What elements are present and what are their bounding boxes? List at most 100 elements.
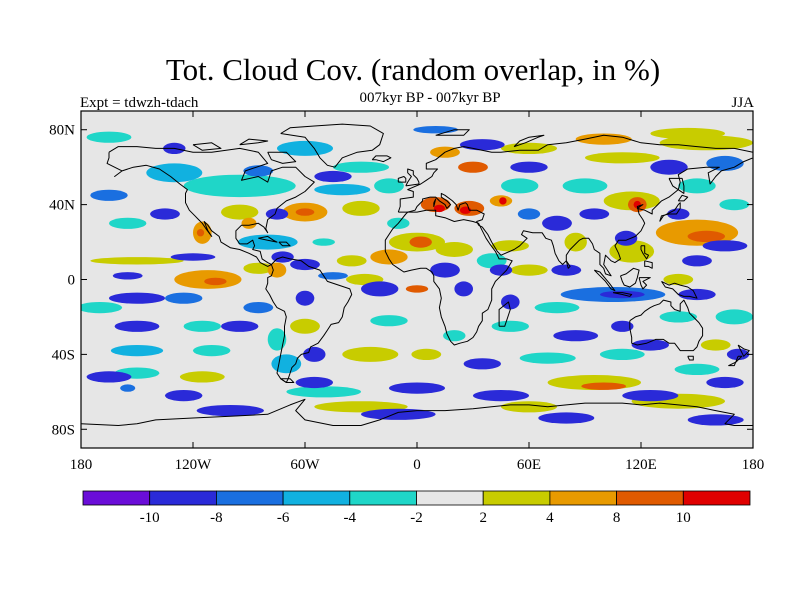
cloud-anomaly-region [409, 236, 432, 248]
cloud-anomaly-region [286, 386, 362, 398]
cloud-anomaly-region [165, 292, 203, 304]
cloud-anomaly-region [318, 272, 348, 280]
cloud-anomaly-region [682, 255, 712, 267]
coastline [498, 301, 511, 327]
cloud-anomaly-region [700, 339, 731, 351]
cloud-anomaly-region [295, 290, 315, 306]
cloud-anomaly-region [581, 382, 627, 390]
cloud-anomaly-region [534, 302, 580, 314]
coastline [565, 260, 571, 269]
coastline [737, 344, 750, 357]
cloud-anomaly-region [112, 272, 143, 280]
cloud-anomaly-region [579, 208, 610, 220]
cloud-anomaly-region [622, 390, 679, 402]
lon-tick-label: 180 [70, 457, 93, 473]
cloud-anomaly-region [551, 264, 582, 276]
cloud-anomaly-region [519, 352, 576, 364]
cloud-anomaly-region [342, 200, 380, 216]
coastline [280, 378, 295, 383]
cloud-anomaly-region [221, 320, 259, 332]
cloud-anomaly-region [553, 330, 599, 342]
cloud-anomaly-region [687, 414, 744, 426]
colorbar-label: -10 [140, 510, 160, 526]
colorbar-swatch [349, 490, 417, 506]
coastline [81, 398, 753, 426]
coastline-layer [81, 123, 753, 426]
lon-tick-label: 120W [175, 457, 213, 473]
colorbar-swatch [616, 490, 684, 506]
lon-tick-label: 120E [625, 457, 657, 473]
cloud-anomaly-region [295, 208, 315, 216]
experiment-label: Expt = tdwzh-tdach [80, 95, 199, 111]
coastline [620, 267, 640, 288]
lat-tick-label: 40S [52, 347, 75, 363]
chart-subtitle: 007kyr BP - 007kyr BP [359, 90, 501, 106]
coastline [659, 202, 681, 222]
coastline [397, 176, 407, 183]
colorbar-label: 10 [676, 510, 691, 526]
colorbar-label: -4 [344, 510, 357, 526]
cloud-anomaly-region [599, 348, 645, 360]
cloud-anomaly-region [411, 348, 442, 360]
colorbar-swatch [282, 490, 351, 506]
cloud-anomaly-region [650, 159, 688, 175]
cloud-anomaly-region [146, 163, 203, 183]
colorbar-label: 2 [479, 510, 487, 526]
cloud-anomaly-region [674, 363, 720, 375]
coastline [106, 146, 315, 267]
cloud-anomaly-region [678, 178, 716, 194]
cloud-anomaly-region [277, 140, 333, 156]
cloud-anomaly-region [389, 382, 445, 394]
cloud-anomaly-region [405, 285, 429, 293]
cloud-anomaly-region [715, 309, 753, 325]
cloud-anomaly-region [499, 197, 507, 205]
cloud-anomaly-region [435, 242, 473, 257]
cloud-anomaly-region [663, 273, 694, 286]
cloud-anomaly-region [706, 376, 744, 389]
colorbar-swatch [149, 490, 217, 506]
cloud-anomaly-region [221, 204, 259, 220]
cloud-anomaly-region [361, 281, 399, 297]
cloud-anomaly-region [706, 155, 744, 171]
cloud-anomaly-region [501, 401, 557, 413]
cloud-anomaly-region [562, 178, 608, 194]
cloud-anomaly-region [491, 240, 529, 252]
colorbar: -10 -8 -6 -4 -2 2 4 8 10 [82, 490, 751, 526]
coastline [267, 151, 297, 164]
cloud-anomaly-region [150, 208, 180, 220]
cloud-anomaly-region [243, 302, 274, 314]
lat-tick-label: 0 [68, 273, 76, 289]
cloud-anomaly-region [110, 345, 164, 357]
colorbar-label: 4 [546, 510, 554, 526]
cloud-anomaly-region [650, 127, 725, 140]
colorbar-swatch [416, 490, 484, 506]
lon-tick-label: 180 [742, 457, 765, 473]
cloud-anomaly-region [611, 320, 634, 332]
coastline [433, 198, 437, 207]
cloud-anomaly-region [430, 262, 460, 278]
coastline [728, 355, 743, 367]
coastline [384, 209, 513, 346]
coastline [258, 235, 278, 243]
colorbar-swatch [215, 490, 284, 506]
lon-tick-label: 60W [290, 457, 320, 473]
cloud-anomaly-layer [81, 126, 753, 426]
cloud-anomaly-region [564, 232, 587, 252]
cloud-anomaly-region [510, 264, 548, 276]
cloud-anomaly-region [114, 320, 160, 332]
cloud-anomaly-region [333, 161, 389, 173]
lon-tick-label: 60E [517, 457, 541, 473]
cloud-anomaly-region [179, 371, 225, 383]
cloud-anomaly-region [489, 264, 513, 276]
cloud-anomaly-region [170, 253, 216, 261]
cloud-anomaly-region [458, 161, 488, 173]
cloud-anomaly-region [501, 178, 539, 194]
cloud-anomaly-region [633, 200, 641, 209]
cloud-anomaly-region [510, 161, 548, 173]
cloud-anomaly-region [271, 354, 302, 374]
coastline [644, 260, 653, 269]
colorbar-swatch [682, 490, 751, 506]
cloud-anomaly-region [109, 292, 165, 304]
cloud-anomaly-region [374, 178, 404, 194]
